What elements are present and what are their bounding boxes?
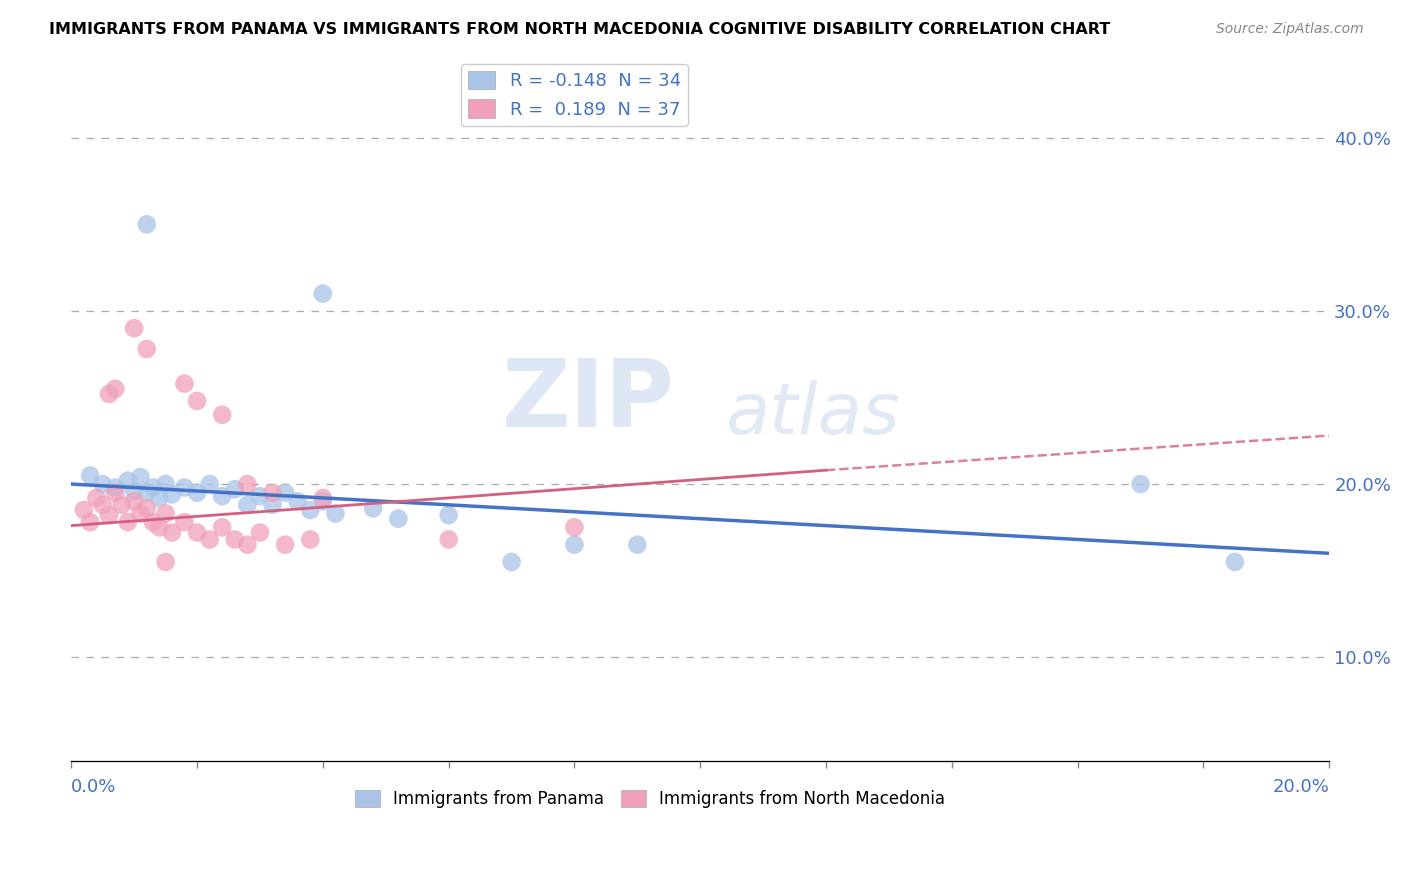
Point — [287, 494, 309, 508]
Point — [501, 555, 523, 569]
Point — [312, 286, 335, 301]
Point — [135, 501, 157, 516]
Point — [1223, 555, 1246, 569]
Point — [91, 498, 114, 512]
Point — [387, 511, 409, 525]
Point — [91, 477, 114, 491]
Point — [312, 494, 335, 508]
Point — [155, 555, 177, 569]
Point — [224, 533, 246, 547]
Point — [117, 474, 139, 488]
Point — [155, 477, 177, 491]
Point — [142, 515, 165, 529]
Point — [437, 533, 460, 547]
Point — [274, 485, 297, 500]
Point — [117, 515, 139, 529]
Text: ZIP: ZIP — [502, 355, 675, 447]
Point — [98, 508, 121, 523]
Point — [148, 520, 170, 534]
Point — [104, 485, 127, 500]
Point — [173, 515, 195, 529]
Point — [135, 342, 157, 356]
Point — [98, 387, 121, 401]
Point — [122, 494, 145, 508]
Point — [73, 503, 96, 517]
Text: 0.0%: 0.0% — [72, 779, 117, 797]
Text: IMMIGRANTS FROM PANAMA VS IMMIGRANTS FROM NORTH MACEDONIA COGNITIVE DISABILITY C: IMMIGRANTS FROM PANAMA VS IMMIGRANTS FRO… — [49, 22, 1111, 37]
Point — [173, 481, 195, 495]
Point — [437, 508, 460, 523]
Point — [110, 498, 132, 512]
Point — [160, 525, 183, 540]
Point — [135, 218, 157, 232]
Point — [173, 376, 195, 391]
Point — [129, 470, 152, 484]
Point — [122, 321, 145, 335]
Point — [299, 533, 322, 547]
Point — [160, 487, 183, 501]
Point — [564, 538, 586, 552]
Point — [186, 485, 208, 500]
Point — [129, 507, 152, 521]
Point — [274, 538, 297, 552]
Point — [104, 382, 127, 396]
Point — [1129, 477, 1152, 491]
Point — [236, 538, 259, 552]
Text: Source: ZipAtlas.com: Source: ZipAtlas.com — [1216, 22, 1364, 37]
Point — [155, 507, 177, 521]
Point — [211, 520, 233, 534]
Point — [211, 489, 233, 503]
Point — [249, 525, 271, 540]
Point — [148, 491, 170, 505]
Point — [79, 468, 101, 483]
Point — [122, 483, 145, 498]
Point — [361, 501, 384, 516]
Point — [564, 520, 586, 534]
Point — [86, 491, 108, 505]
Point — [626, 538, 648, 552]
Point — [104, 481, 127, 495]
Point — [224, 482, 246, 496]
Point — [249, 489, 271, 503]
Point — [135, 485, 157, 500]
Point — [299, 503, 322, 517]
Point — [79, 515, 101, 529]
Point — [211, 408, 233, 422]
Point — [142, 481, 165, 495]
Text: 20.0%: 20.0% — [1272, 779, 1329, 797]
Point — [198, 533, 221, 547]
Point — [325, 507, 347, 521]
Point — [262, 498, 284, 512]
Text: atlas: atlas — [725, 380, 900, 450]
Point — [198, 477, 221, 491]
Point — [186, 393, 208, 408]
Point — [236, 477, 259, 491]
Point — [186, 525, 208, 540]
Point — [312, 491, 335, 505]
Legend: Immigrants from Panama, Immigrants from North Macedonia: Immigrants from Panama, Immigrants from … — [349, 783, 952, 815]
Point — [236, 498, 259, 512]
Point — [262, 485, 284, 500]
